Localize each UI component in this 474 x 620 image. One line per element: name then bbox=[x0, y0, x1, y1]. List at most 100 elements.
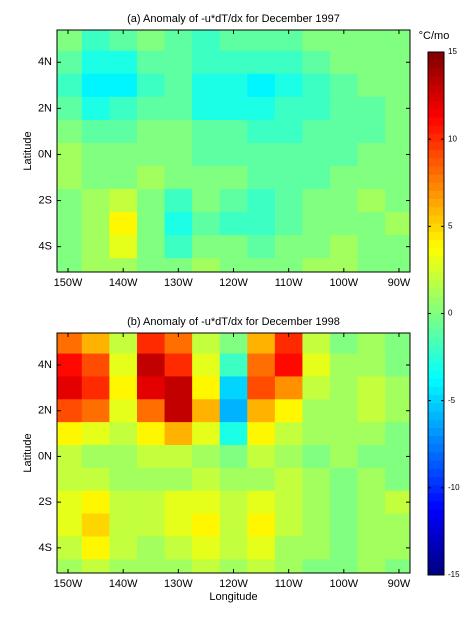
heat-cell bbox=[192, 235, 221, 259]
heat-cell bbox=[57, 399, 83, 423]
heat-cell bbox=[192, 536, 221, 560]
heat-cell bbox=[219, 235, 248, 259]
heat-cell bbox=[302, 467, 331, 492]
colorbar-swatch bbox=[428, 362, 444, 372]
heat-cell bbox=[219, 142, 248, 167]
heat-cell bbox=[330, 235, 359, 259]
heat-cell bbox=[136, 490, 166, 515]
y-axis-label: Latitude bbox=[22, 131, 34, 170]
heat-cell bbox=[247, 513, 276, 537]
heat-cell bbox=[357, 50, 386, 75]
heat-cell bbox=[247, 50, 276, 75]
heat-cell bbox=[385, 50, 410, 75]
heat-cell bbox=[385, 30, 410, 52]
heat-cell bbox=[330, 73, 359, 98]
heat-cell bbox=[357, 559, 386, 573]
heat-cell bbox=[57, 422, 83, 446]
colorbar-tick-label: 5 bbox=[448, 221, 453, 230]
heat-cell bbox=[81, 96, 110, 121]
colorbar-swatch bbox=[428, 125, 444, 135]
heat-cell bbox=[247, 490, 276, 515]
heat-cell bbox=[274, 333, 303, 355]
colorbar-swatch bbox=[428, 501, 444, 511]
heat-cell bbox=[219, 422, 248, 446]
heat-cell bbox=[247, 467, 276, 492]
heat-cell bbox=[247, 536, 276, 560]
x-axis-label: Longitude bbox=[209, 591, 257, 603]
heat-cell bbox=[330, 559, 359, 573]
y-tick-label: 2N bbox=[38, 102, 52, 114]
heat-cell bbox=[164, 445, 193, 469]
heat-cell bbox=[109, 399, 138, 423]
heat-cell bbox=[192, 353, 221, 377]
heat-cell bbox=[247, 376, 276, 400]
heat-cell bbox=[192, 376, 221, 400]
heat-cell bbox=[109, 258, 138, 272]
heat-cell bbox=[330, 258, 359, 272]
heat-cell bbox=[81, 536, 110, 560]
heat-cell bbox=[385, 258, 410, 272]
heat-cell bbox=[247, 422, 276, 446]
heat-cell bbox=[357, 445, 386, 469]
heat-cell bbox=[302, 559, 331, 573]
heat-cell bbox=[302, 30, 331, 52]
colorbar-swatch bbox=[428, 141, 444, 151]
heat-cell bbox=[219, 30, 248, 52]
heat-cell bbox=[136, 399, 166, 423]
heat-cell bbox=[81, 490, 110, 515]
heat-cell bbox=[330, 445, 359, 469]
colorbar-swatch bbox=[428, 354, 444, 364]
colorbar-swatch bbox=[428, 338, 444, 347]
x-tick-label: 130W bbox=[164, 277, 193, 289]
colorbar-swatch bbox=[428, 370, 444, 380]
colorbar-swatch bbox=[428, 133, 444, 143]
heat-cell bbox=[109, 189, 138, 213]
heat-cell bbox=[357, 513, 386, 537]
colorbar-swatch bbox=[428, 476, 444, 486]
x-tick-label: 100W bbox=[329, 578, 358, 590]
heat-cell bbox=[109, 445, 138, 469]
heat-cell bbox=[219, 165, 248, 190]
heat-cell bbox=[330, 96, 359, 121]
colorbar-swatch bbox=[428, 215, 444, 225]
heat-cell bbox=[247, 258, 276, 272]
heat-cell bbox=[219, 445, 248, 469]
heat-cell bbox=[192, 119, 221, 144]
colorbar-swatch bbox=[428, 313, 444, 323]
colorbar-swatch bbox=[428, 150, 444, 159]
heat-cell bbox=[136, 422, 166, 446]
colorbar-swatch bbox=[428, 534, 444, 543]
heat-cell bbox=[357, 212, 386, 236]
heat-cell bbox=[57, 513, 83, 537]
heat-cell bbox=[109, 30, 138, 52]
heat-cell bbox=[57, 258, 83, 272]
heat-cell bbox=[357, 353, 386, 377]
heat-cell bbox=[109, 353, 138, 377]
heat-cell bbox=[57, 119, 83, 144]
heat-cell bbox=[247, 399, 276, 423]
heat-cell bbox=[164, 422, 193, 446]
heat-cell bbox=[385, 490, 410, 515]
heat-cell bbox=[247, 559, 276, 573]
heat-cell bbox=[357, 189, 386, 213]
x-tick-label: 140W bbox=[109, 578, 138, 590]
colorbar-swatch bbox=[428, 329, 444, 339]
heat-cell bbox=[164, 96, 193, 121]
x-tick-label: 100W bbox=[329, 277, 358, 289]
heat-cell bbox=[330, 513, 359, 537]
heat-cell bbox=[164, 513, 193, 537]
heat-cell bbox=[136, 536, 166, 560]
heat-cell bbox=[274, 165, 303, 190]
colorbar-swatch bbox=[428, 509, 444, 519]
heat-cell bbox=[330, 399, 359, 423]
heat-cell bbox=[57, 142, 83, 167]
heat-cell bbox=[57, 536, 83, 560]
x-tick-label: 90W bbox=[388, 578, 411, 590]
heat-cell bbox=[57, 212, 83, 236]
heat-cell bbox=[109, 467, 138, 492]
heat-cell bbox=[164, 235, 193, 259]
heat-cell bbox=[385, 422, 410, 446]
heat-cell bbox=[136, 333, 166, 355]
colorbar-swatch bbox=[428, 264, 444, 274]
